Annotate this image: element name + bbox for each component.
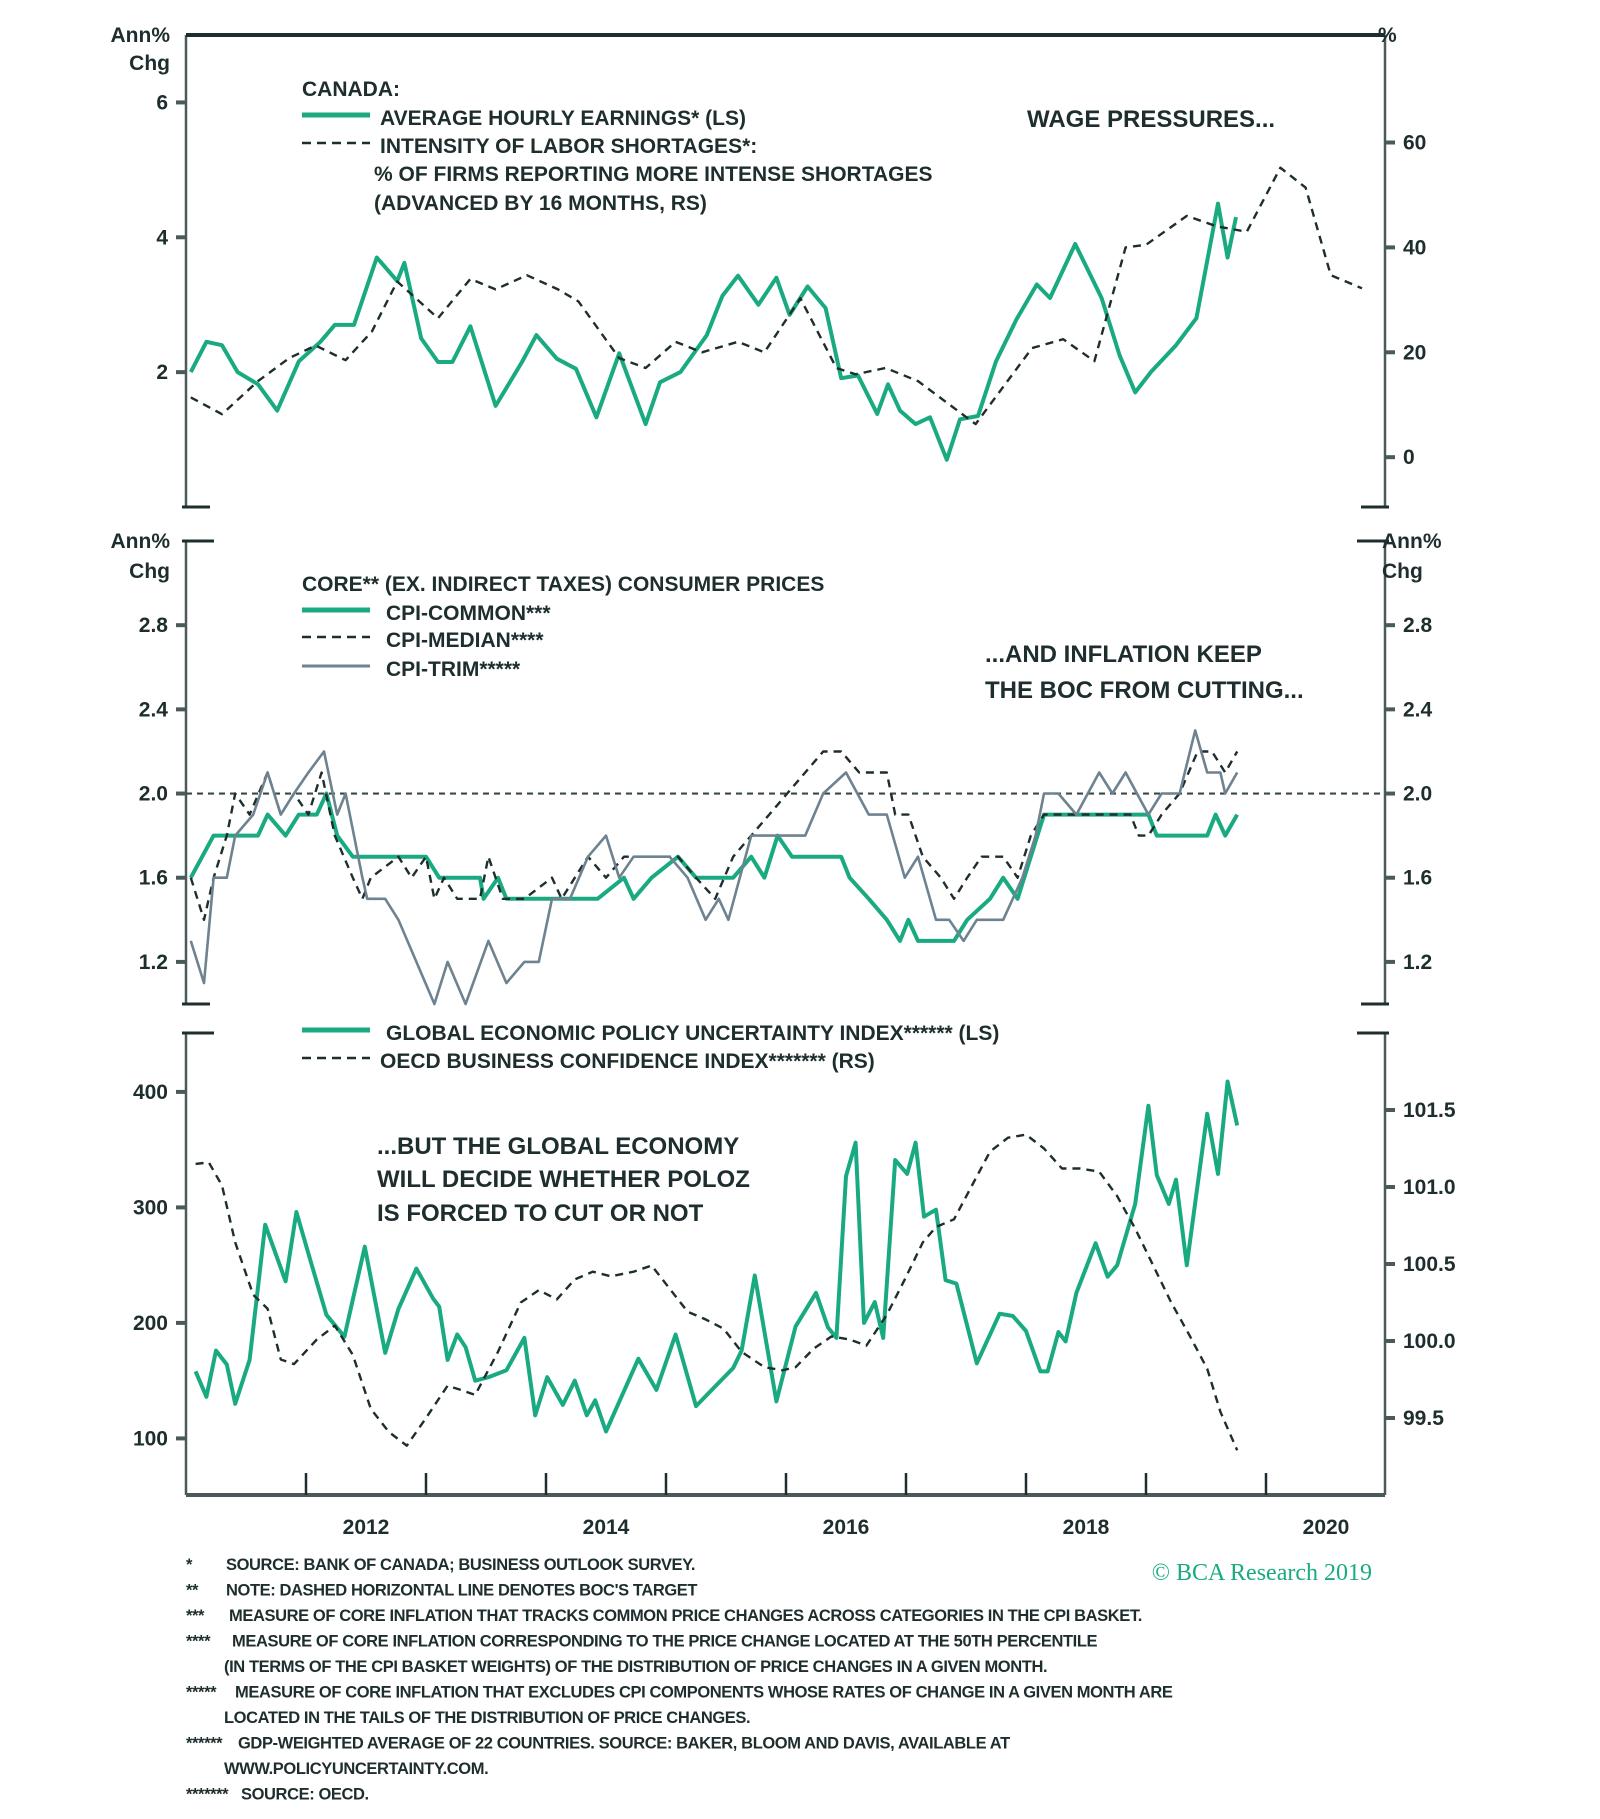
right-axis-tick-label: 2.0 [1403, 783, 1432, 806]
p1-legend-item-line: % OF FIRMS REPORTING MORE INTENSE SHORTA… [374, 163, 932, 186]
right-axis-tick-label: 40 [1403, 236, 1426, 259]
left-axis-tick-label: 400 [133, 1081, 168, 1104]
p2-annotation: ...AND INFLATION KEEP [985, 641, 1262, 668]
footnote-marker: *** [186, 1607, 205, 1625]
right-axis-tick-label: 2.4 [1403, 698, 1433, 721]
p3-legend-item: GLOBAL ECONOMIC POLICY UNCERTAINTY INDEX… [386, 1022, 999, 1045]
series-line-solid-green [193, 1079, 1240, 1434]
p1-legend-item: INTENSITY OF LABOR SHORTAGES*: [380, 135, 757, 158]
footnote-marker: ****** [186, 1735, 223, 1753]
series-line-solid-gray [189, 729, 1239, 1006]
right-axis-tick-label: 60 [1403, 132, 1426, 155]
p3-legend-item: OECD BUSINESS CONFIDENCE INDEX******* (R… [380, 1050, 875, 1073]
left-axis-tick-label: 1.6 [139, 867, 168, 890]
x-tick-label: 2016 [823, 1516, 870, 1539]
left-axis-tick-label: 2.0 [139, 783, 168, 806]
left-axis-tick-label: 6 [156, 91, 168, 114]
p2-left-axis-label: Ann% [111, 530, 171, 553]
series-line-dashed-black [189, 750, 1239, 921]
footnote-text: (IN TERMS OF THE CPI BASKET WEIGHTS) OF … [224, 1658, 1047, 1676]
p2-legend-title: CORE** (EX. INDIRECT TAXES) CONSUMER PRI… [302, 573, 824, 596]
right-axis-tick-label: 0 [1403, 446, 1415, 469]
right-axis-tick-label: 101.0 [1403, 1176, 1456, 1199]
p2-right-axis-label: Ann% [1382, 530, 1442, 553]
right-axis-tick-label: 2.8 [1403, 614, 1433, 637]
x-tick-label: 2018 [1063, 1516, 1110, 1539]
footnote-marker: * [186, 1556, 193, 1574]
footnote-text: MEASURE OF CORE INFLATION CORRESPONDING … [232, 1633, 1098, 1651]
p1-left-axis-label: Chg [129, 52, 170, 75]
copyright-logo: © BCA Research 2019 [1152, 1560, 1372, 1586]
footnote-marker: ******* [186, 1786, 229, 1804]
footnote-marker: ** [186, 1582, 199, 1600]
footnote-text: MEASURE OF CORE INFLATION THAT TRACKS CO… [229, 1607, 1142, 1625]
p3-annotation: ...BUT THE GLOBAL ECONOMY [377, 1133, 739, 1160]
right-axis-tick-label: 101.5 [1403, 1099, 1456, 1122]
p1-left-axis-label: Ann% [111, 24, 171, 47]
p2-legend-item: CPI-MEDIAN**** [386, 629, 544, 652]
footnote-text: MEASURE OF CORE INFLATION THAT EXCLUDES … [235, 1684, 1173, 1702]
footnote-text: GDP-WEIGHTED AVERAGE OF 22 COUNTRIES. SO… [238, 1735, 1010, 1753]
footnote-text: WWW.POLICYUNCERTAINTY.COM. [224, 1760, 488, 1778]
p1-legend-item: AVERAGE HOURLY EARNINGS* (LS) [380, 107, 746, 130]
footnote-marker: ***** [186, 1684, 217, 1702]
left-axis-tick-label: 2 [156, 361, 168, 384]
left-axis-tick-label: 4 [156, 226, 168, 249]
series-lines [186, 166, 1385, 1451]
right-axis-tick-label: 100.5 [1403, 1253, 1456, 1276]
right-axis-tick-label: 100.0 [1403, 1330, 1456, 1353]
p3-annotation: WILL DECIDE WHETHER POLOZ [377, 1166, 750, 1193]
x-tick-label: 2020 [1303, 1516, 1350, 1539]
left-axis-tick-label: 100 [133, 1427, 168, 1450]
right-axis-tick-label: 1.2 [1403, 951, 1432, 974]
left-axis-tick-label: 2.8 [139, 614, 169, 637]
p1-annotation: WAGE PRESSURES... [1027, 106, 1275, 133]
series-line-dashed-black [195, 1133, 1239, 1451]
footnotes: * SOURCE: BANK OF CANADA; BUSINESS OUTLOO… [186, 1556, 1173, 1804]
p1-right-axis-label: % [1378, 24, 1397, 47]
p1-legend-title: CANADA: [302, 78, 400, 101]
x-tick-label: 2012 [343, 1516, 390, 1539]
right-axis-tick-label: 1.6 [1403, 867, 1432, 890]
footnote-text: LOCATED IN THE TAILS OF THE DISTRIBUTION… [224, 1709, 750, 1727]
p2-legend-item: CPI-TRIM***** [386, 658, 521, 681]
x-tick-label: 2014 [583, 1516, 630, 1539]
footnote-text: NOTE: DASHED HORIZONTAL LINE DENOTES BOC… [226, 1582, 697, 1600]
left-axis-tick-label: 2.4 [139, 698, 169, 721]
p2-annotation: THE BOC FROM CUTTING... [985, 677, 1304, 704]
left-axis-tick-label: 1.2 [139, 951, 168, 974]
right-axis-tick-label: 99.5 [1403, 1407, 1444, 1430]
p2-left-axis-label: Chg [129, 560, 170, 583]
series-line-solid-green [189, 201, 1238, 462]
left-axis-tick-label: 300 [133, 1196, 168, 1219]
footnote-text: SOURCE: OECD. [241, 1786, 369, 1804]
right-axis-tick-label: 20 [1403, 341, 1426, 364]
left-axis-tick-label: 200 [133, 1312, 168, 1335]
footnote-marker: **** [186, 1633, 211, 1651]
p2-legend-item: CPI-COMMON*** [386, 602, 551, 625]
series-line-solid-green [189, 791, 1239, 943]
footnote-text: SOURCE: BANK OF CANADA; BUSINESS OUTLOOK… [226, 1556, 695, 1574]
p2-right-axis-label: Chg [1382, 560, 1423, 583]
series-line-dashed-black [190, 166, 1363, 426]
p1-legend-item-line: (ADVANCED BY 16 MONTHS, RS) [374, 192, 707, 215]
chart-texts: Ann% Chg % CANADA: AVERAGE HOURLY EARNIN… [111, 24, 1442, 1586]
p3-annotation: IS FORCED TO CUT OR NOT [377, 1200, 704, 1227]
axis-ticks: 2012 2014 2016 2018 202064260402002.82.42.01… [133, 91, 1456, 1539]
